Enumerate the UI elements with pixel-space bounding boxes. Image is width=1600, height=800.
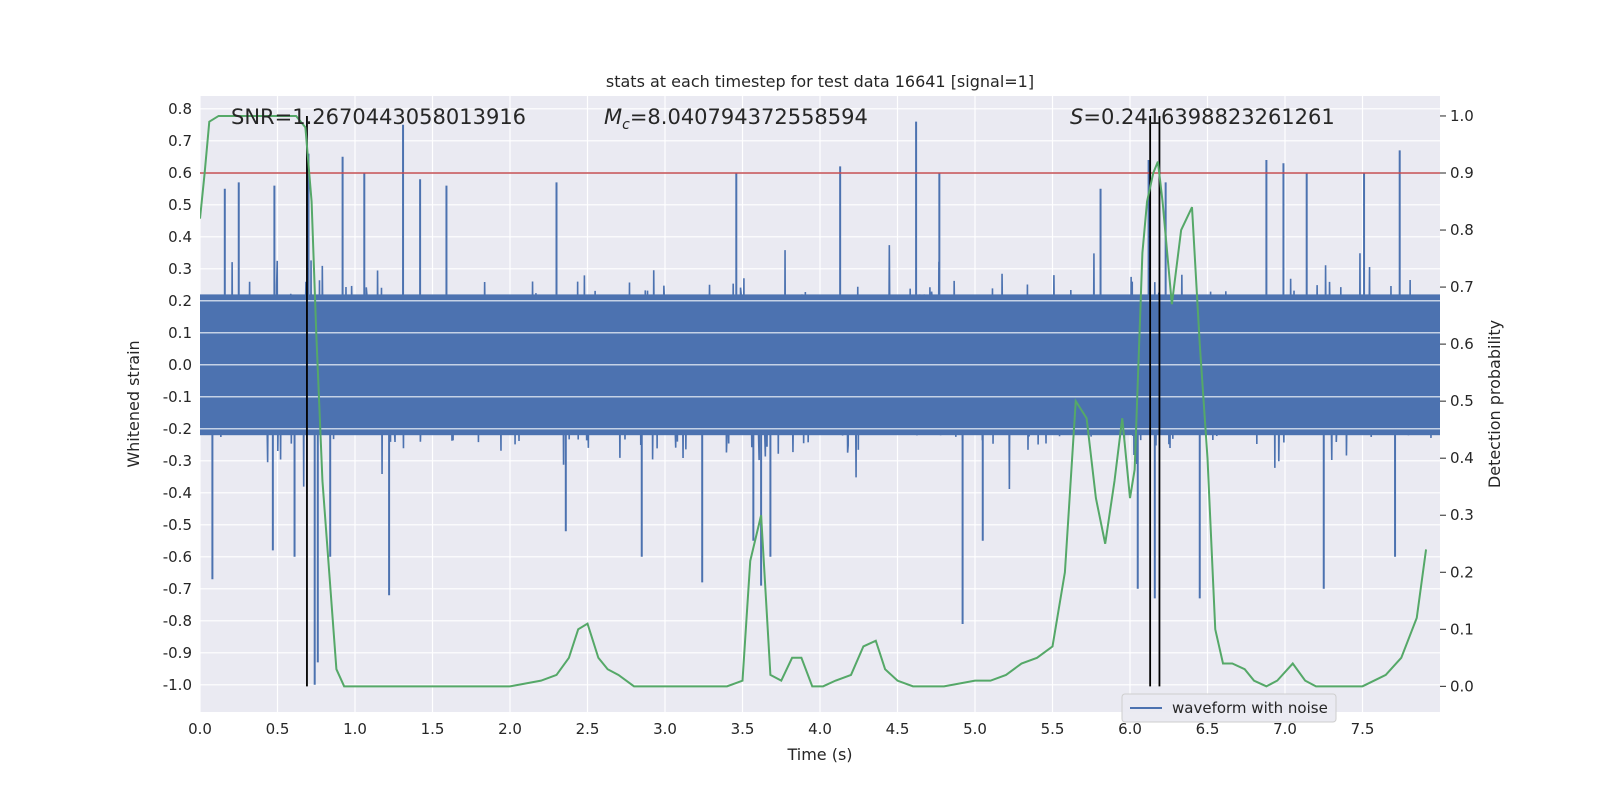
x-tick-label: 4.0 <box>808 720 832 738</box>
y-tick-label: 0.6 <box>168 164 192 182</box>
x-tick-label: 3.0 <box>653 720 677 738</box>
y2-tick-label: 0.7 <box>1450 278 1474 296</box>
x-tick-label: 0.5 <box>266 720 290 738</box>
y-tick-label: 0.2 <box>168 292 192 310</box>
legend-box <box>1121 693 1337 723</box>
x-tick-label: 6.5 <box>1196 720 1220 738</box>
x-tick-label: 4.5 <box>886 720 910 738</box>
y2-tick-label: 0.6 <box>1450 335 1474 353</box>
y2-tick-label: 0.9 <box>1450 164 1474 182</box>
y-tick-label: 0.3 <box>168 260 192 278</box>
legend: waveform with noise <box>1121 693 1337 723</box>
y-tick-label: 0.8 <box>168 100 192 118</box>
y2-tick-label: 0.4 <box>1450 449 1474 467</box>
s-symbol: S <box>1070 105 1083 129</box>
chart-title: stats at each timestep for test data 166… <box>606 72 1034 91</box>
y-tick-label: 0.5 <box>168 196 192 214</box>
y-tick-label: -0.1 <box>163 388 192 406</box>
y-axis-label: Whitened strain <box>124 340 143 467</box>
y2-tick-label: 0.2 <box>1450 563 1474 581</box>
x-tick-label: 2.5 <box>576 720 600 738</box>
snr-annotation: SNR=1.2670443058013916 <box>231 105 526 129</box>
probability-line <box>200 114 1428 688</box>
y2-tick-label: 0.8 <box>1450 221 1474 239</box>
x-tick-label: 1.5 <box>421 720 445 738</box>
y2-tick-label: 0.5 <box>1450 392 1474 410</box>
mc-symbol: M <box>604 105 622 129</box>
overlay-lines <box>200 115 1440 687</box>
y2-tick-label: 0.0 <box>1450 677 1474 695</box>
y2-tick-label: 0.3 <box>1450 506 1474 524</box>
y-tick-label: -0.9 <box>163 644 192 662</box>
y-tick-label: 0.7 <box>168 132 192 150</box>
x-tick-label: 5.5 <box>1041 720 1065 738</box>
y2-axis-label: Detection probability <box>1485 320 1504 488</box>
x-tick-label: 7.0 <box>1273 720 1297 738</box>
waveform-series <box>200 121 1440 685</box>
x-tick-label: 1.0 <box>343 720 367 738</box>
x-tick-label: 3.5 <box>731 720 755 738</box>
x-tick-label: 7.5 <box>1351 720 1375 738</box>
mc-subscript: c <box>622 117 630 133</box>
y-tick-label: -0.7 <box>163 580 192 598</box>
x-axis-label: Time (s) <box>786 745 852 764</box>
s-annotation: S=0.2416398823261261 <box>1070 105 1335 129</box>
ticks: 0.0 0.5 1.0 1.5 2.0 2.5 3.0 3.5 4.0 4.5 5.0 5.5 6.0 6… <box>163 100 1474 738</box>
y-tick-label: -0.6 <box>163 548 192 566</box>
y-tick-label: -0.4 <box>163 484 192 502</box>
y-tick-label: 0.0 <box>168 356 192 374</box>
y-tick-label: 0.4 <box>168 228 192 246</box>
legend-label: waveform with noise <box>1172 699 1328 717</box>
x-tick-label: 6.0 <box>1118 720 1142 738</box>
y2-tick-label: 1.0 <box>1450 107 1474 125</box>
y-tick-label: -0.5 <box>163 516 192 534</box>
y-tick-label: -1.0 <box>163 676 192 694</box>
y-tick-label: -0.2 <box>163 420 192 438</box>
y2-tick-label: 0.1 <box>1450 620 1474 638</box>
probability-series <box>200 114 1428 688</box>
y-tick-label: 0.1 <box>168 324 192 342</box>
x-tick-label: 5.0 <box>963 720 987 738</box>
x-tick-label: 2.0 <box>498 720 522 738</box>
s-value: =0.2416398823261261 <box>1083 105 1334 129</box>
mc-value: =8.040794372558594 <box>630 105 868 129</box>
x-tick-label: 0.0 <box>188 720 212 738</box>
y-tick-label: -0.8 <box>163 612 192 630</box>
mc-annotation: Mc=8.040794372558594 <box>604 105 868 133</box>
y-tick-label: -0.3 <box>163 452 192 470</box>
